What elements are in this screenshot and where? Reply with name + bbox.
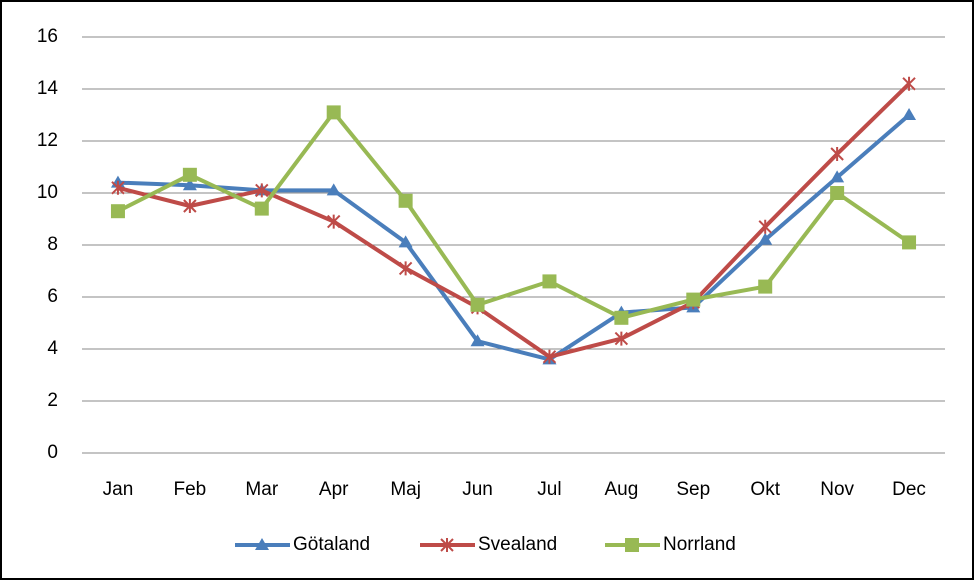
y-tick-label: 14 — [37, 78, 59, 99]
legend-item: Götaland — [235, 534, 370, 555]
series-line — [117, 110, 911, 320]
marker — [614, 310, 629, 325]
marker — [902, 76, 916, 91]
marker — [542, 274, 557, 289]
marker — [830, 170, 845, 183]
x-tick-label: Apr — [319, 479, 349, 500]
marker — [902, 235, 917, 250]
legend-label: Svealand — [478, 534, 557, 555]
marker — [326, 105, 341, 120]
y-tick-label: 10 — [37, 182, 58, 203]
marker — [254, 201, 269, 216]
x-tick-label: Dec — [892, 479, 926, 500]
legend-marker — [625, 538, 639, 552]
x-tick-label: Okt — [750, 479, 780, 500]
marker — [398, 235, 413, 248]
marker — [758, 219, 772, 234]
marker — [830, 186, 845, 200]
marker — [470, 334, 485, 347]
legend-marker — [255, 538, 269, 550]
x-tick-label: Sep — [676, 479, 710, 500]
y-tick-label: 2 — [47, 390, 58, 411]
x-tick-label: Jul — [537, 479, 561, 500]
y-tick-label: 12 — [37, 130, 58, 151]
marker — [758, 279, 773, 294]
marker — [111, 180, 125, 195]
marker — [902, 108, 917, 120]
marker — [183, 199, 197, 213]
x-tick-label: Maj — [390, 479, 421, 500]
marker — [182, 167, 197, 182]
series-line — [117, 82, 911, 359]
series-line — [117, 113, 911, 362]
marker — [326, 183, 341, 196]
y-tick-label: 4 — [47, 338, 58, 359]
marker — [398, 261, 413, 276]
legend-item: Svealand — [420, 534, 557, 555]
y-tick-label: 16 — [37, 26, 58, 47]
marker — [686, 292, 701, 307]
x-tick-label: Feb — [174, 479, 207, 500]
marker — [614, 331, 629, 346]
marker — [542, 349, 557, 364]
x-tick-label: Aug — [604, 479, 638, 500]
marker — [182, 178, 197, 191]
x-tick-label: Jun — [462, 479, 493, 500]
marker — [470, 297, 485, 312]
legend-item: Norrland — [605, 534, 736, 555]
marker — [830, 147, 844, 161]
x-tick-label: Mar — [245, 479, 278, 500]
x-tick-label: Nov — [820, 479, 854, 500]
marker — [398, 193, 413, 208]
y-tick-label: 0 — [47, 442, 58, 463]
y-tick-label: 8 — [47, 234, 58, 255]
legend-label: Norrland — [663, 534, 736, 555]
marker — [110, 204, 125, 219]
y-tick-label: 6 — [47, 286, 58, 307]
legend-marker — [440, 538, 454, 552]
marker — [255, 183, 269, 198]
marker — [758, 232, 773, 245]
legend-label: Götaland — [293, 534, 370, 555]
marker — [327, 214, 341, 229]
x-tick-label: Jan — [103, 479, 134, 500]
